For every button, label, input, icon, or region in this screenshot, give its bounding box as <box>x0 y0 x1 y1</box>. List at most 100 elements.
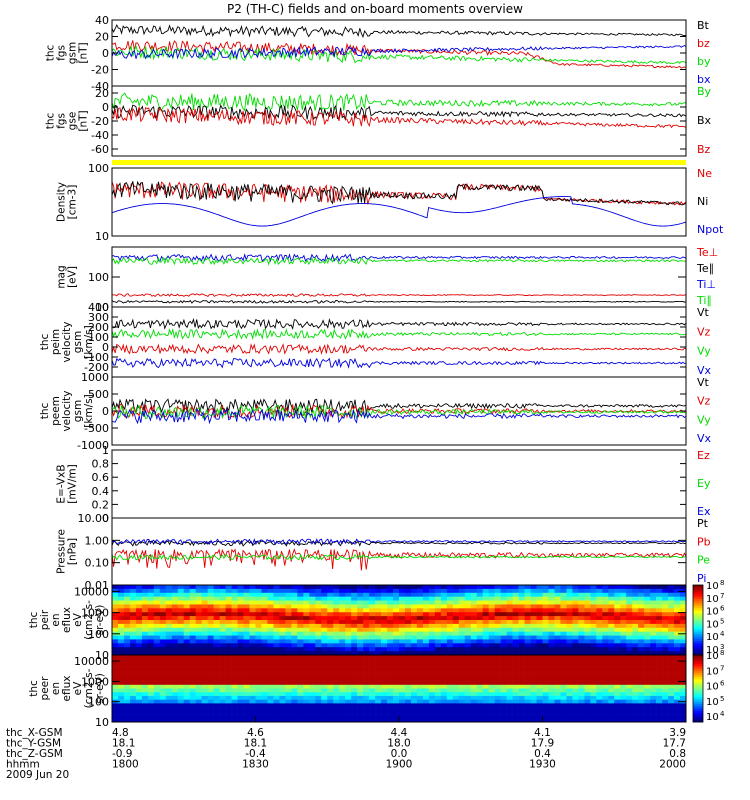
heatmap-cell <box>112 695 119 700</box>
heatmap-cell <box>351 710 358 715</box>
heatmap-cell <box>620 707 627 712</box>
colorbar-segment <box>693 617 703 621</box>
heatmap-cell <box>183 707 191 712</box>
heatmap-cell <box>291 666 298 671</box>
y-axis-label: Pressure <box>56 529 68 574</box>
heatmap-cell <box>512 714 519 719</box>
heatmap-cell <box>321 714 328 719</box>
colorbar-segment <box>693 706 703 709</box>
heatmap-cell <box>357 604 364 609</box>
heatmap-cell <box>662 643 669 648</box>
heatmap-cell <box>500 588 507 594</box>
heatmap-cell <box>626 688 633 693</box>
heatmap-cell <box>602 692 609 697</box>
heatmap-cell <box>494 673 501 678</box>
heatmap-cell <box>578 631 585 636</box>
heatmap-cell <box>171 692 179 697</box>
heatmap-cell <box>476 651 484 656</box>
heatmap-cell <box>644 707 651 712</box>
colorbar-segment <box>693 603 703 607</box>
heatmap-cell <box>422 681 430 686</box>
series-line-peim_velocity-0 <box>111 317 687 331</box>
heatmap-cell <box>680 620 687 625</box>
heatmap-cell <box>213 714 220 719</box>
heatmap-cell <box>189 647 197 652</box>
heatmap-cell <box>123 647 131 652</box>
heatmap-cell <box>560 695 567 700</box>
heatmap-cell <box>231 710 238 715</box>
heatmap-cell <box>249 681 256 686</box>
heatmap-cell <box>590 669 597 674</box>
heatmap-cell <box>231 639 238 644</box>
heatmap-cell <box>195 710 202 715</box>
heatmap-cell <box>572 681 579 686</box>
heatmap-cell <box>518 681 525 686</box>
heatmap-cell <box>393 592 400 597</box>
heatmap-cell <box>410 710 418 715</box>
heatmap-cell <box>458 643 466 648</box>
heatmap-cell <box>560 592 567 597</box>
heatmap-cell <box>363 669 370 674</box>
heatmap-cell <box>458 604 466 609</box>
heatmap-cell <box>596 699 603 704</box>
heatmap-cell <box>608 588 615 594</box>
heatmap-cell <box>542 655 549 660</box>
heatmap-cell <box>231 651 238 656</box>
heatmap-cell <box>602 688 609 693</box>
heatmap-cell <box>393 699 400 704</box>
heatmap-cell <box>464 669 472 674</box>
heatmap-cell <box>315 639 322 644</box>
heatmap-cell <box>464 616 472 621</box>
heatmap-cell <box>285 588 292 594</box>
heatmap-cell <box>183 639 191 644</box>
heatmap-cell <box>189 666 197 671</box>
heatmap-cell <box>506 658 513 663</box>
heatmap-cell <box>339 585 346 590</box>
heatmap-cell <box>309 695 316 700</box>
heatmap-cell <box>381 592 388 597</box>
heatmap-cell <box>183 608 191 613</box>
heatmap-cell <box>614 662 621 667</box>
heatmap-cell <box>171 592 179 597</box>
legend-entry: Vx <box>697 432 712 445</box>
heatmap-cell <box>117 608 125 613</box>
heatmap-cell <box>393 596 400 601</box>
heatmap-cell <box>153 714 161 719</box>
heatmap-cell <box>536 635 543 640</box>
heatmap-cell <box>656 699 663 704</box>
heatmap-cell <box>261 714 268 719</box>
heatmap-cell <box>656 596 663 601</box>
heatmap-cell <box>165 647 173 652</box>
heatmap-cell <box>620 592 627 597</box>
x-tick-label: 18.1 <box>244 738 267 750</box>
heatmap-cell <box>488 604 495 609</box>
heatmap-cell <box>159 623 167 629</box>
heatmap-cell <box>464 639 472 644</box>
heatmap-cell <box>440 658 448 663</box>
heatmap-cell <box>428 616 436 621</box>
heatmap-cell <box>345 620 352 625</box>
heatmap-cell <box>141 718 149 723</box>
heatmap-cell <box>339 669 346 674</box>
heatmap-cell <box>369 627 376 632</box>
heatmap-cell <box>123 651 131 656</box>
heatmap-cell <box>297 623 304 629</box>
heatmap-cell <box>488 714 495 719</box>
heatmap-cell <box>135 655 143 660</box>
heatmap-cell <box>333 681 340 686</box>
y-axis-label: eV <box>72 612 84 626</box>
heatmap-cell <box>225 631 232 636</box>
heatmap-cell <box>249 651 256 656</box>
heatmap-cell <box>112 623 119 629</box>
heatmap-cell <box>422 635 430 640</box>
heatmap-cell <box>536 596 543 601</box>
heatmap-cell <box>273 588 280 594</box>
heatmap-cell <box>602 639 609 644</box>
heatmap-cell <box>494 662 501 667</box>
heatmap-cell <box>554 643 561 648</box>
heatmap-cell <box>381 714 388 719</box>
heatmap-cell <box>584 585 591 590</box>
heatmap-cell <box>452 623 460 629</box>
heatmap-cell <box>279 612 286 617</box>
colorbar-segment <box>693 585 703 588</box>
